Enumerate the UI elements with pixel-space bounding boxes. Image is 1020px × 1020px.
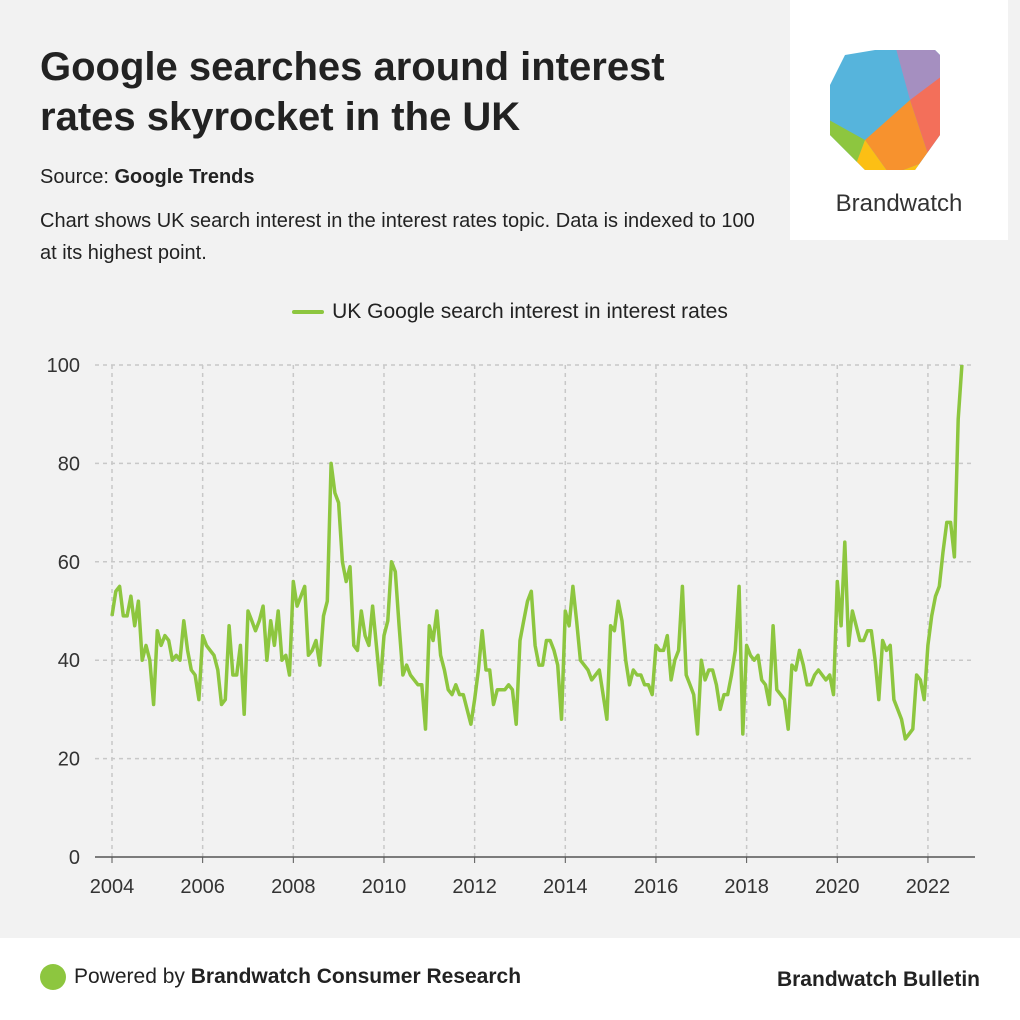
line-chart: 0 20 40 60 80 100 2004 2006 2008 2010 2012 2014 2016…: [47, 355, 975, 898]
chart-description: Chart shows UK search interest in the in…: [40, 210, 755, 264]
footer: Powered by Brandwatch Consumer Research …: [0, 938, 1020, 1020]
x-tick-label: 2022: [906, 876, 951, 898]
x-tick-label: 2018: [724, 876, 769, 898]
hexagon-logo-icon: [830, 50, 940, 170]
y-tick-label: 60: [58, 552, 80, 574]
x-tick-label: 2012: [452, 876, 497, 898]
x-tick-label: 2010: [362, 876, 407, 898]
green-dot-icon: [40, 964, 66, 990]
x-tick-label: 2014: [543, 876, 588, 898]
publication-name: Brandwatch Bulletin: [776, 968, 980, 991]
y-tick-label: 20: [58, 749, 80, 771]
chart-title: Google searches around interest rates sk…: [40, 45, 665, 139]
powered-prefix: Powered by: [74, 965, 185, 988]
x-tick-label: 2004: [90, 876, 135, 898]
brand-logo: Brandwatch: [790, 0, 1008, 240]
series-line: [110, 364, 964, 741]
x-tick-label: 2016: [634, 876, 679, 898]
x-tick-label: 2008: [271, 876, 316, 898]
y-tick-label: 40: [58, 650, 80, 672]
legend-swatch: [292, 310, 325, 315]
powered-name: Brandwatch Consumer Research: [190, 965, 522, 988]
x-tick-label: 2006: [180, 876, 225, 898]
source-label: Source:: [40, 166, 109, 188]
x-tick-label: 2020: [815, 876, 860, 898]
legend: UK Google search interest in interest ra…: [0, 300, 1020, 324]
source-line: Source: Google Trends: [40, 166, 255, 189]
y-tick-label: 80: [58, 453, 80, 475]
y-tick-label: 100: [47, 355, 80, 377]
y-tick-label: 0: [69, 847, 80, 869]
legend-label: UK Google search interest in interest ra…: [332, 300, 728, 323]
powered-by: Powered by Brandwatch Consumer Research: [40, 964, 521, 990]
source-name: Google Trends: [114, 166, 255, 188]
logo-wordmark: Brandwatch: [835, 190, 963, 217]
